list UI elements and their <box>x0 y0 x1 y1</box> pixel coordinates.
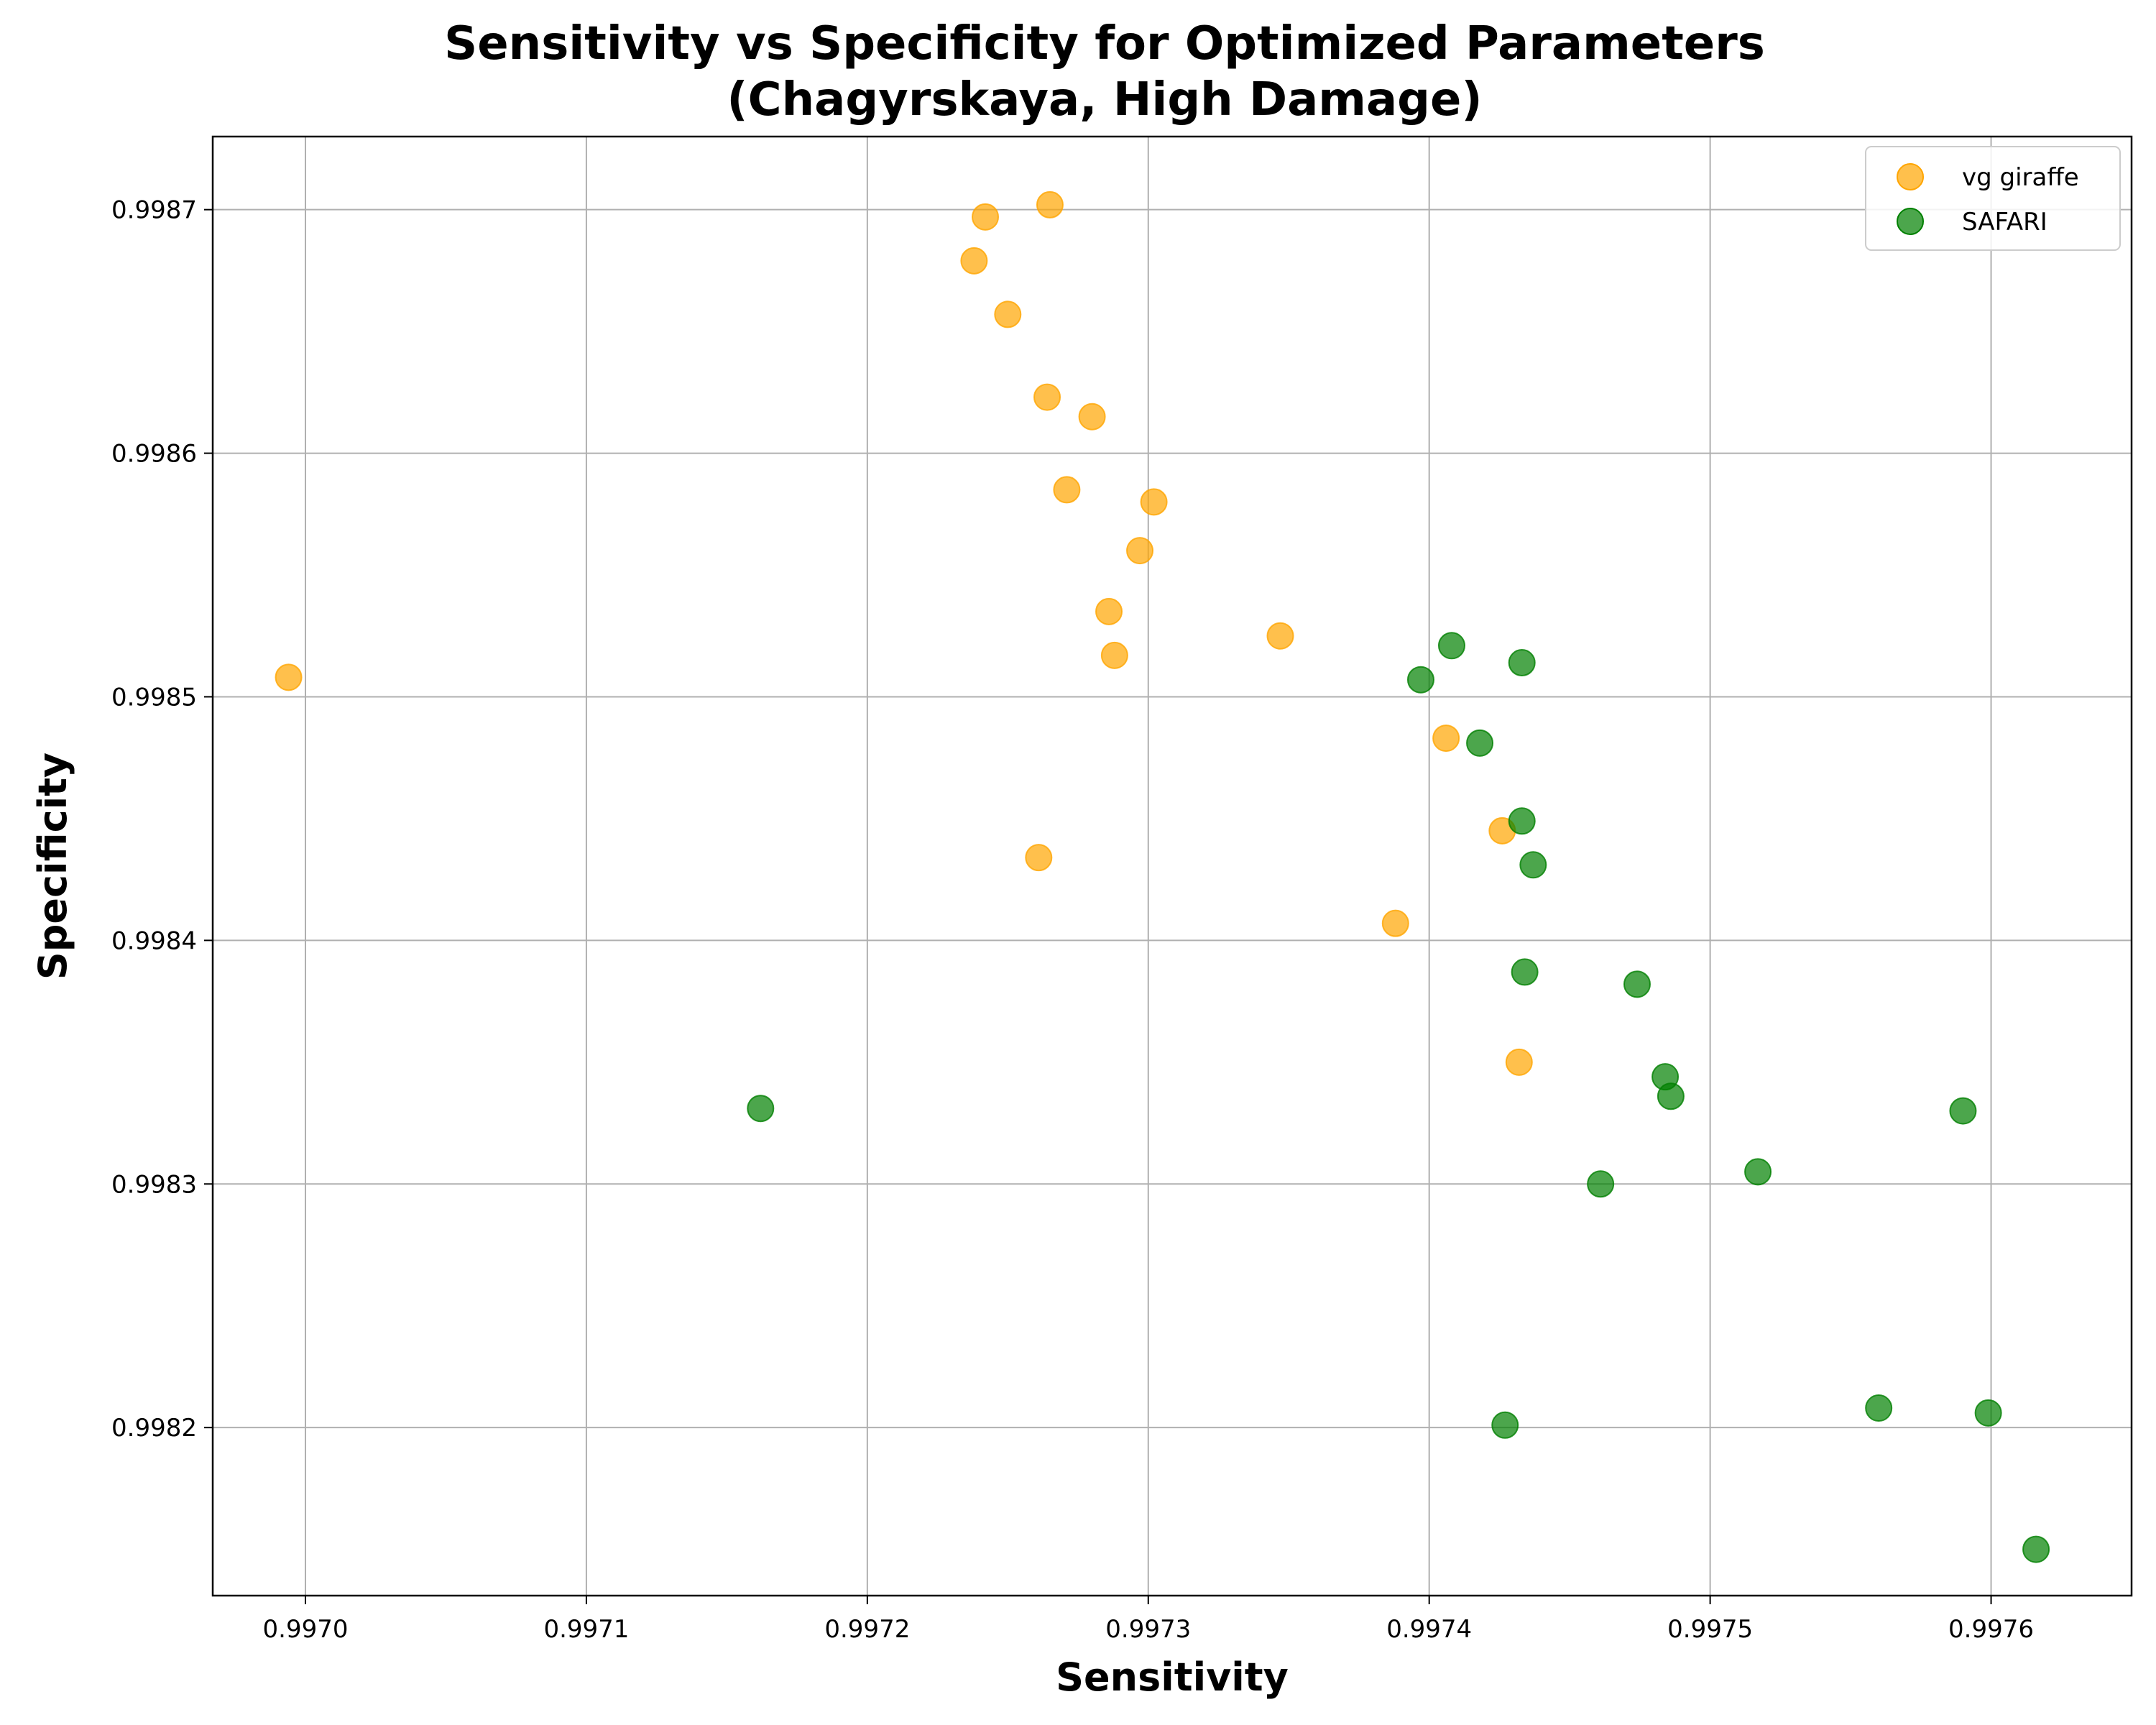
data-point-vg-giraffe <box>1140 488 1168 516</box>
data-point-vg-giraffe <box>972 203 1000 231</box>
data-point-vg-giraffe <box>1505 1048 1533 1076</box>
chart-title-line-1: Sensitivity vs Specificity for Optimized… <box>444 17 1765 70</box>
data-point-safari <box>1744 1158 1772 1186</box>
legend-box <box>1865 146 2121 251</box>
data-point-vg-giraffe <box>1025 844 1053 872</box>
data-point-safari <box>1587 1170 1615 1198</box>
data-point-safari <box>747 1095 775 1123</box>
axis-ticks: 0.9970 0.9971 0.9972 0.9973 0.9974 0.9975 0.99… <box>111 196 2034 1644</box>
data-point-vg-giraffe <box>1078 402 1106 431</box>
x-tick-label: 0.9970 <box>263 1615 349 1644</box>
data-point-safari <box>1949 1097 1977 1125</box>
data-point-vg-giraffe <box>1053 476 1081 504</box>
data-point-safari <box>1511 958 1539 986</box>
data-point-safari <box>1491 1411 1519 1439</box>
data-point-vg-giraffe <box>1033 383 1061 411</box>
data-point-vg-giraffe <box>1266 622 1294 650</box>
data-point-vg-giraffe <box>1036 190 1064 218</box>
y-axis-label: Specificity <box>30 753 75 980</box>
y-tick-label: 0.9987 <box>111 196 197 225</box>
data-point-safari <box>1519 851 1547 879</box>
x-tick-label: 0.9976 <box>1948 1615 2034 1644</box>
data-point-safari <box>1623 970 1651 998</box>
y-tick-label: 0.9984 <box>111 926 197 955</box>
y-tick-label: 0.9985 <box>111 683 197 712</box>
data-point-vg-giraffe <box>1100 641 1128 669</box>
data-point-safari <box>2022 1535 2050 1563</box>
plot-frame <box>211 135 2133 1597</box>
data-point-safari <box>1466 729 1494 757</box>
x-tick-label: 0.9974 <box>1386 1615 1472 1644</box>
legend-label-safari: SAFARI <box>1962 208 2047 236</box>
data-point-safari <box>1974 1399 2002 1427</box>
data-point-safari <box>1657 1082 1685 1110</box>
grid <box>213 137 2132 1596</box>
x-axis-label: Sensitivity <box>1056 1655 1289 1700</box>
x-tick-label: 0.9971 <box>543 1615 629 1644</box>
chart-title-line-2: (Chagyrskaya, High Damage) <box>727 73 1482 126</box>
data-point-vg-giraffe <box>960 247 988 275</box>
legend-marker-safari <box>1897 208 1924 235</box>
y-tick-label: 0.9983 <box>111 1170 197 1199</box>
data-point-safari <box>1437 632 1465 660</box>
data-point-vg-giraffe <box>1432 724 1460 753</box>
x-tick-label: 0.9975 <box>1667 1615 1753 1644</box>
data-point-safari <box>1508 649 1536 677</box>
data-points <box>275 190 2050 1563</box>
data-point-vg-giraffe <box>1095 597 1123 625</box>
legend: vg giraffe SAFARI <box>1865 146 2121 251</box>
data-point-vg-giraffe <box>994 300 1022 328</box>
data-point-vg-giraffe <box>1381 909 1409 937</box>
x-tick-label: 0.9972 <box>824 1615 910 1644</box>
data-point-safari <box>1508 807 1536 835</box>
y-tick-label: 0.9986 <box>111 440 197 469</box>
data-point-vg-giraffe <box>1126 537 1154 565</box>
data-point-safari <box>1865 1394 1893 1422</box>
data-point-vg-giraffe <box>275 663 303 691</box>
y-tick-label: 0.9982 <box>111 1414 197 1443</box>
x-tick-label: 0.9973 <box>1105 1615 1191 1644</box>
legend-marker-vg-giraffe <box>1897 163 1924 190</box>
legend-label-vg-giraffe: vg giraffe <box>1962 163 2079 192</box>
data-point-safari <box>1406 666 1434 694</box>
